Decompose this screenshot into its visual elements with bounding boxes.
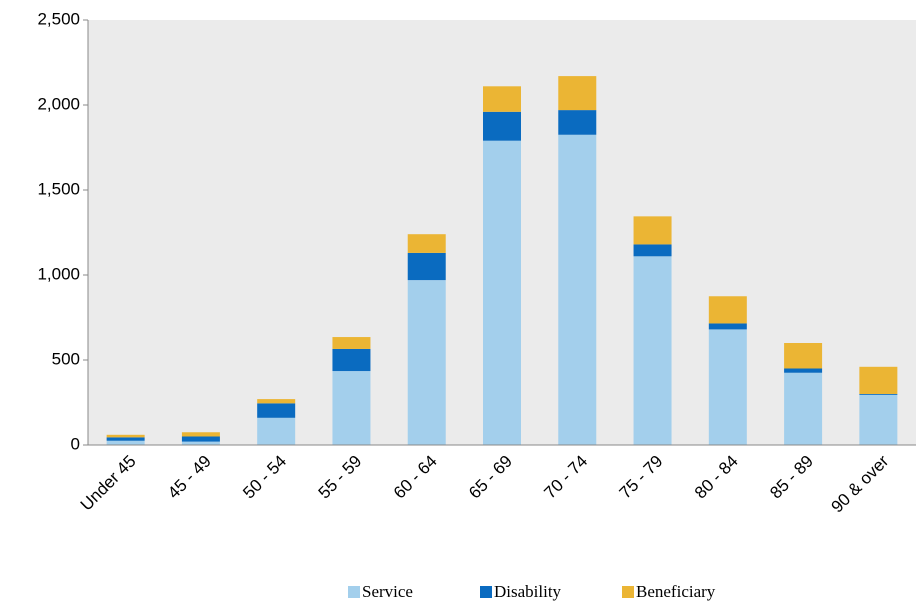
x-tick-label: 90 & over — [827, 451, 892, 516]
bar-segment — [257, 417, 296, 445]
x-tick-label: 70 - 74 — [540, 452, 591, 503]
legend-swatch — [348, 586, 360, 598]
bar-segment — [407, 280, 446, 445]
y-tick-label: 1,000 — [37, 264, 80, 283]
bar-segment — [784, 368, 823, 373]
x-tick-label: 45 - 49 — [164, 452, 215, 503]
bar-segment — [558, 134, 597, 445]
legend-label: Disability — [494, 582, 562, 601]
bar-segment — [633, 216, 672, 245]
legend-swatch — [480, 586, 492, 598]
y-tick-label: 2,000 — [37, 94, 80, 113]
x-tick-label: 80 - 84 — [691, 452, 742, 503]
bar-segment — [106, 440, 145, 445]
bar-segment — [332, 337, 371, 349]
bar-segment — [257, 403, 296, 418]
bar-segment — [558, 76, 597, 111]
bar-segment — [181, 432, 220, 437]
bar-segment — [483, 140, 521, 445]
bar-segment — [407, 234, 446, 253]
bar-segment — [332, 371, 371, 445]
bar-segment — [708, 296, 747, 324]
legend-swatch — [622, 586, 634, 598]
legend-label: Service — [362, 582, 413, 601]
legend-label: Beneficiary — [636, 582, 716, 601]
bar-segment — [483, 86, 521, 112]
y-tick-label: 0 — [71, 434, 80, 453]
x-tick-label: 50 - 54 — [239, 452, 290, 503]
x-tick-label: 75 - 79 — [616, 452, 667, 503]
bar-segment — [332, 348, 371, 372]
bar-segment — [181, 436, 220, 442]
bar-segment — [181, 441, 220, 445]
y-tick-label: 2,500 — [37, 9, 80, 28]
bar-segment — [558, 110, 597, 135]
y-tick-label: 1,500 — [37, 179, 80, 198]
bar-segment — [106, 434, 145, 438]
x-tick-label: 65 - 69 — [465, 452, 516, 503]
bar-segment — [708, 329, 747, 445]
y-tick-label: 500 — [52, 349, 80, 368]
x-tick-label: Under 45 — [77, 452, 140, 515]
bar-segment — [708, 323, 747, 330]
bar-segment — [859, 394, 898, 445]
x-tick-label: 85 - 89 — [766, 452, 817, 503]
bar-segment — [859, 394, 898, 395]
bar-segment — [633, 256, 672, 445]
bar-segment — [106, 437, 145, 441]
bar-segment — [257, 399, 296, 404]
bar-segment — [633, 244, 672, 257]
bar-segment — [407, 252, 446, 281]
bar-segment — [483, 111, 521, 141]
x-tick-label: 55 - 59 — [315, 452, 366, 503]
bar-segment — [784, 343, 823, 369]
x-tick-label: 60 - 64 — [390, 452, 441, 503]
legend: Service Disability Beneficiary — [348, 582, 716, 601]
bar-segment — [859, 366, 898, 394]
bar-segment — [784, 372, 823, 445]
